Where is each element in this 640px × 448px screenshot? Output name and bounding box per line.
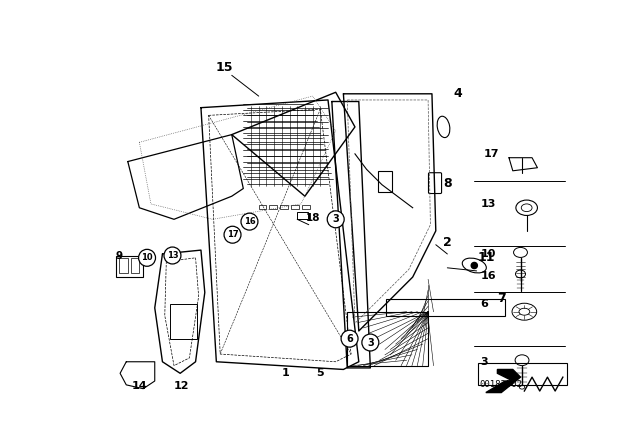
- Text: 10: 10: [141, 253, 153, 263]
- Text: 6: 6: [346, 334, 353, 344]
- Circle shape: [164, 247, 181, 264]
- Bar: [280, 205, 288, 209]
- Polygon shape: [486, 370, 520, 392]
- Bar: [259, 205, 266, 209]
- Text: 10: 10: [481, 249, 496, 259]
- Text: 3: 3: [481, 357, 488, 367]
- Text: 11: 11: [477, 251, 495, 264]
- Bar: [119, 258, 128, 273]
- Bar: [131, 258, 140, 273]
- Text: 17: 17: [484, 149, 499, 159]
- Bar: [348, 312, 428, 366]
- Circle shape: [327, 211, 344, 228]
- Text: 5: 5: [317, 368, 324, 378]
- Text: 18: 18: [305, 213, 320, 223]
- Circle shape: [224, 226, 241, 243]
- Bar: [378, 171, 392, 192]
- Bar: [116, 255, 143, 277]
- Text: 12: 12: [174, 381, 189, 392]
- Text: 7: 7: [497, 292, 506, 305]
- Text: 00182502: 00182502: [480, 380, 523, 389]
- Text: 14: 14: [132, 381, 147, 392]
- Circle shape: [471, 263, 477, 269]
- Text: 1: 1: [282, 368, 289, 378]
- Text: 13: 13: [481, 199, 496, 209]
- Circle shape: [362, 334, 379, 351]
- Text: 13: 13: [166, 251, 179, 260]
- Text: 8: 8: [443, 177, 452, 190]
- Text: 4: 4: [453, 87, 461, 100]
- Text: 3: 3: [367, 337, 374, 348]
- Text: 17: 17: [227, 230, 238, 239]
- Text: 16: 16: [244, 217, 255, 226]
- Bar: [297, 212, 308, 220]
- Bar: [302, 205, 310, 209]
- Bar: [170, 304, 197, 339]
- Bar: [291, 205, 299, 209]
- Bar: [478, 363, 566, 385]
- Text: 2: 2: [443, 236, 452, 249]
- Circle shape: [341, 330, 358, 347]
- Text: 6: 6: [481, 299, 488, 309]
- Bar: [386, 299, 505, 315]
- Bar: [269, 205, 277, 209]
- Circle shape: [139, 250, 156, 266]
- Circle shape: [241, 213, 258, 230]
- Text: 3: 3: [332, 214, 339, 224]
- Text: 16: 16: [481, 271, 496, 280]
- Text: 9: 9: [116, 250, 123, 260]
- Text: 15: 15: [215, 61, 233, 74]
